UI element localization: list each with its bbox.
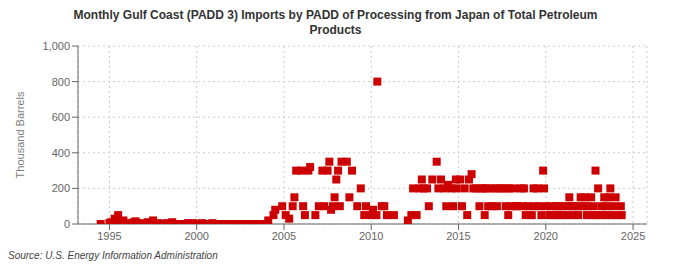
svg-text:2025: 2025 bbox=[621, 230, 645, 242]
svg-text:400: 400 bbox=[52, 147, 70, 159]
svg-text:2015: 2015 bbox=[446, 230, 470, 242]
svg-text:600: 600 bbox=[52, 111, 70, 123]
svg-text:2020: 2020 bbox=[534, 230, 558, 242]
svg-text:Thousand Barrels: Thousand Barrels bbox=[14, 91, 26, 178]
svg-text:2005: 2005 bbox=[272, 230, 296, 242]
svg-text:2000: 2000 bbox=[184, 230, 208, 242]
svg-text:0: 0 bbox=[64, 218, 70, 230]
html-text:Source: U.S. Energy Informatio: Source: U.S. Energy Information Administ… bbox=[8, 250, 218, 261]
svg-text:800: 800 bbox=[52, 76, 70, 88]
svg-text:1995: 1995 bbox=[97, 230, 121, 242]
svg-text:200: 200 bbox=[52, 182, 70, 194]
svg-text:2010: 2010 bbox=[359, 230, 383, 242]
html-text:Monthly Gulf Coast (PADD 3) Im: Monthly Gulf Coast (PADD 3) Imports by P… bbox=[73, 8, 598, 22]
html-text:Products: Products bbox=[309, 23, 362, 37]
svg-text:1,000: 1,000 bbox=[42, 40, 70, 52]
